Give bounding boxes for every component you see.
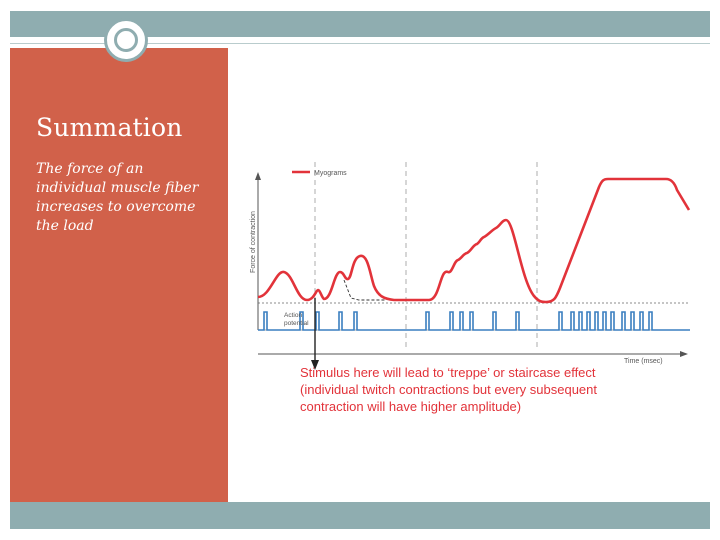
stimulus-arrow-icon bbox=[311, 360, 319, 370]
myogram-trace bbox=[257, 177, 691, 304]
slide-subtitle: The force of an individual muscle fiber … bbox=[36, 161, 199, 234]
action-potential-label-line2: potential bbox=[284, 320, 309, 327]
caption-line-2: (individual twitch contractions but ever… bbox=[300, 382, 597, 397]
legend-label: Myograms bbox=[314, 170, 347, 177]
slide-title: Summation bbox=[36, 113, 183, 142]
y-axis-label: Force of contraction bbox=[250, 211, 257, 273]
summation-figure: Force of contraction Myograms Action pot… bbox=[244, 150, 710, 422]
circle-ornament-icon bbox=[104, 18, 148, 62]
y-axis-arrow-icon bbox=[255, 172, 261, 180]
x-axis-arrow-icon bbox=[680, 351, 688, 357]
action-potential-label-line1: Action bbox=[284, 312, 302, 319]
myogram-dashed-decline bbox=[343, 279, 386, 301]
bottom-band bbox=[10, 502, 710, 529]
x-axis-label: Time (msec) bbox=[624, 358, 663, 365]
action-potential-trace bbox=[258, 311, 690, 331]
myogram-diagram: Force of contraction Myograms Action pot… bbox=[250, 162, 691, 414]
caption-line-3: contraction will have higher amplitude) bbox=[300, 399, 521, 414]
side-panel bbox=[10, 48, 228, 502]
top-divider bbox=[10, 43, 710, 44]
caption-line-1: Stimulus here will lead to ‘treppe’ or s… bbox=[300, 365, 596, 380]
